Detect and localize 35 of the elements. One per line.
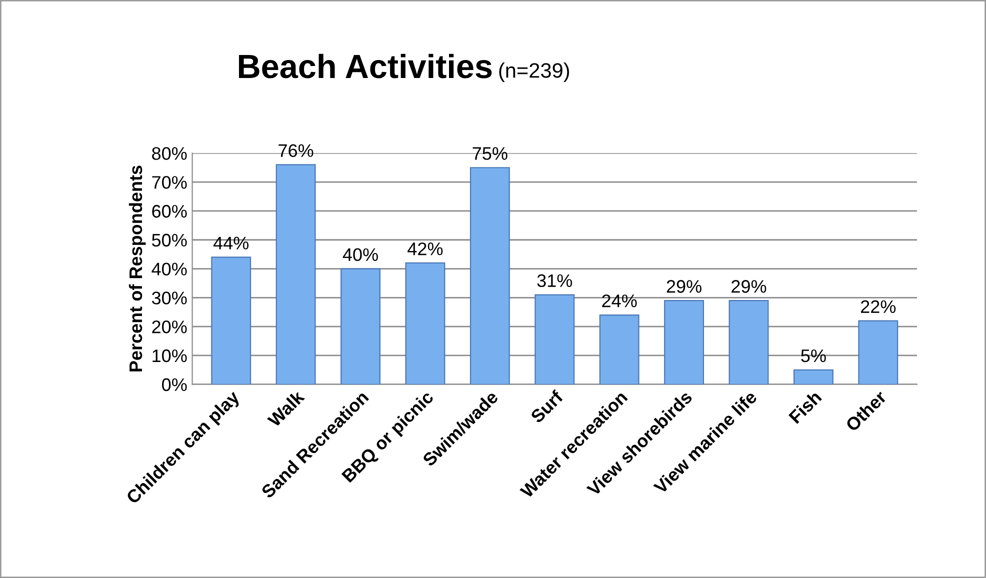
bar <box>599 314 640 384</box>
bar <box>211 256 252 384</box>
y-tick-label: 10% <box>152 349 187 362</box>
bar <box>276 164 316 384</box>
bar <box>793 369 834 384</box>
x-tick-label: Fish <box>788 390 822 424</box>
chart-title: Beach Activities <box>238 54 492 78</box>
bar <box>340 268 380 384</box>
data-label: 42% <box>408 242 443 256</box>
bar <box>405 262 446 384</box>
bar <box>664 300 704 384</box>
y-tick-label: 30% <box>152 292 187 304</box>
y-tick-label: 70% <box>152 176 187 189</box>
y-axis-title: Percent of Respondents <box>128 166 146 372</box>
bar <box>858 320 898 384</box>
bar <box>534 294 575 384</box>
data-label: 5% <box>801 349 826 362</box>
y-tick-label: 50% <box>152 234 187 247</box>
y-tick-label: 20% <box>152 320 187 334</box>
y-tick-label: 0% <box>162 378 187 392</box>
data-label: 24% <box>602 294 637 308</box>
data-label: 29% <box>732 280 766 293</box>
y-tick-label: 80% <box>152 147 187 160</box>
bar <box>728 300 769 384</box>
data-label: 76% <box>278 144 314 157</box>
data-label: 75% <box>472 147 508 160</box>
data-label: 40% <box>342 248 378 262</box>
data-label: 44% <box>213 236 249 250</box>
bar <box>470 167 510 384</box>
data-label: 31% <box>537 274 572 288</box>
y-tick-label: 40% <box>152 262 187 276</box>
chart-subtitle: (n=239) <box>499 62 570 82</box>
data-label: 22% <box>860 300 896 313</box>
data-label: 29% <box>666 280 702 293</box>
y-tick-label: 60% <box>152 204 187 218</box>
